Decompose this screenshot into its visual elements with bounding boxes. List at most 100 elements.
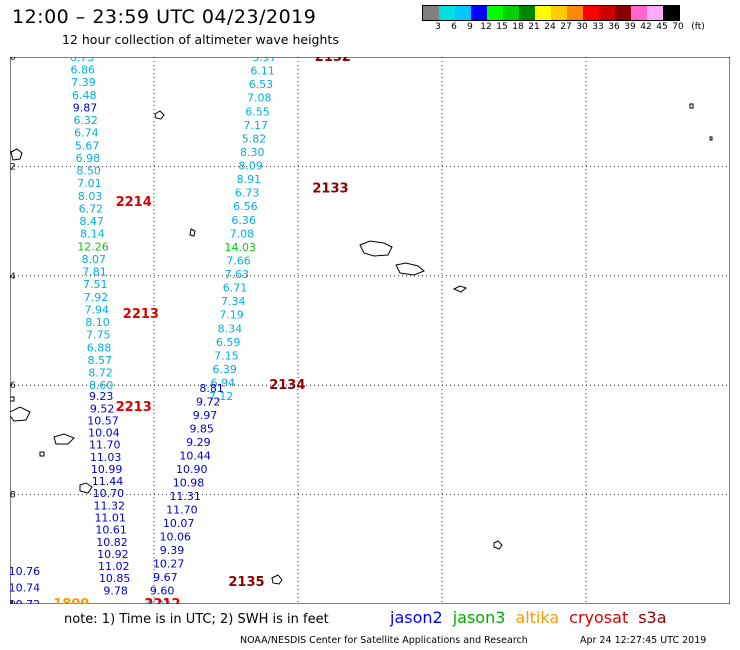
island-fiji-4 — [39, 451, 45, 457]
swh-value: 10.85 — [99, 572, 131, 585]
swh-value: 7.08 — [247, 92, 272, 105]
swh-value: 8.47 — [79, 215, 104, 228]
legend-swatch — [519, 6, 535, 20]
swh-value: 6.74 — [74, 127, 99, 140]
legend-label: 24 — [544, 22, 556, 32]
swh-value: 6.73 — [235, 187, 260, 200]
swh-value: 6.56 — [233, 200, 258, 213]
credit-text: NOAA/NESDIS Center for Satellite Applica… — [240, 635, 528, 646]
island-outlines — [10, 103, 713, 585]
swh-value: 10.61 — [95, 524, 127, 537]
swh-value: 6.59 — [216, 336, 241, 349]
swh-value: 7.17 — [244, 119, 269, 132]
swh-value: 8.91 — [237, 173, 262, 186]
swh-value: 8.30 — [240, 146, 265, 159]
swh-value: 9.52 — [90, 402, 115, 415]
swh-value: 9.23 — [89, 390, 114, 403]
swh-value: 8.57 — [87, 354, 112, 367]
legend-label: 39 — [624, 22, 636, 32]
swh-value: 5.97 — [252, 57, 277, 64]
swh-value: 9.85 — [189, 422, 214, 435]
swh-value: 10.76 — [10, 565, 40, 578]
island-north — [154, 110, 165, 120]
legend-swatch — [423, 6, 439, 20]
swh-value: 7.63 — [225, 268, 250, 281]
legend-label: 3 — [435, 22, 441, 32]
legend-label: 36 — [608, 22, 620, 32]
swh-value: 6.55 — [245, 105, 270, 118]
swh-value: 10.90 — [176, 463, 208, 476]
island-west-a — [10, 148, 23, 161]
swh-value: 7.01 — [77, 177, 102, 190]
legend-label: 15 — [496, 22, 508, 32]
island-ne-1 — [689, 103, 694, 109]
swh-value: 6.11 — [250, 65, 275, 78]
pass-label: 2135 — [228, 575, 264, 590]
swh-value: 7.81 — [82, 266, 107, 279]
island-east-2 — [493, 540, 503, 550]
swh-value: 6.53 — [249, 78, 274, 91]
island-fiji-1 — [10, 406, 31, 422]
satellite-name: cryosat — [569, 608, 629, 627]
island-fiji-2 — [53, 433, 75, 445]
pass-label: 1809 — [53, 597, 89, 604]
legend-label: 27 — [560, 22, 572, 32]
generation-timestamp: Apr 24 12:27:45 UTC 2019 — [580, 635, 707, 646]
swh-value: 8.14 — [80, 228, 105, 241]
swh-value: 7.34 — [221, 295, 246, 308]
satellite-name: jason3 — [452, 608, 506, 627]
swh-value: 11.44 — [92, 475, 124, 488]
swh-value: 7.15 — [214, 349, 239, 362]
swh-value: 12.26 — [77, 240, 109, 253]
swh-value: 9.87 — [73, 101, 98, 114]
swh-value: 5.82 — [242, 132, 267, 145]
legend-label: 30 — [576, 22, 588, 32]
swh-value: 7.08 — [230, 227, 255, 240]
swh-value: 10.98 — [173, 476, 205, 489]
satellite-name: altika — [515, 608, 560, 627]
swh-value: 9.29 — [186, 436, 211, 449]
legend-swatch — [631, 6, 647, 20]
swh-value: 8.60 — [89, 379, 114, 392]
island-east-1 — [452, 285, 468, 293]
swh-value: 10.74 — [10, 582, 40, 595]
pass-number-labels: 2132 2133 2134 2135 2214 2213 2213 2212 1809 — [53, 57, 351, 604]
legend-swatch — [599, 6, 615, 20]
swh-value: 11.02 — [98, 560, 130, 573]
legend-label: 12 — [480, 22, 492, 32]
legend-swatch — [487, 6, 503, 20]
legend-label: 33 — [592, 22, 604, 32]
legend-label: 70 — [672, 22, 684, 32]
legend-swatch — [503, 6, 519, 20]
wave-height-map[interactable]: 5.976.116.537.086.557.175.828.308.098.91… — [10, 57, 730, 604]
legend-label: 6 — [451, 22, 457, 32]
latitude-label: -14 — [10, 272, 16, 282]
swh-value: 11.01 — [94, 512, 126, 525]
swh-value: 9.22 — [147, 598, 172, 604]
island-fiji-3 — [79, 482, 93, 494]
swh-value: 9.78 — [103, 584, 128, 597]
latitude-label: -10 — [10, 57, 16, 63]
satellite-name: jason2 — [390, 608, 443, 627]
swh-value: 10.06 — [160, 530, 192, 543]
swh-value: 8.10 — [85, 316, 110, 329]
satellite-legend: jason2 jason3 altika cryosat s3a — [390, 608, 677, 627]
legend-swatch — [615, 6, 631, 20]
swh-value: 6.72 — [79, 202, 104, 215]
swh-value: 10.92 — [97, 548, 129, 561]
legend-swatch — [439, 6, 455, 20]
island-fiji-5 — [10, 396, 15, 402]
swh-value: 8.81 — [199, 382, 224, 395]
swh-value: 9.39 — [160, 544, 185, 557]
legend-swatch — [551, 6, 567, 20]
island-wallis — [189, 228, 196, 237]
pass-label: 2133 — [312, 181, 348, 196]
pass-label: 2213 — [116, 400, 152, 415]
swh-value: 10.04 — [88, 427, 120, 440]
swh-value: 10.07 — [163, 517, 195, 530]
swh-value: 10.70 — [93, 487, 125, 500]
swh-value: 10.27 — [153, 557, 185, 570]
swh-value: 11.70 — [89, 439, 121, 452]
swh-value: 9.97 — [193, 409, 218, 422]
axis-tick-labels: -10-12-14-16-18-20-180-177-174-171-168-1… — [10, 57, 16, 604]
